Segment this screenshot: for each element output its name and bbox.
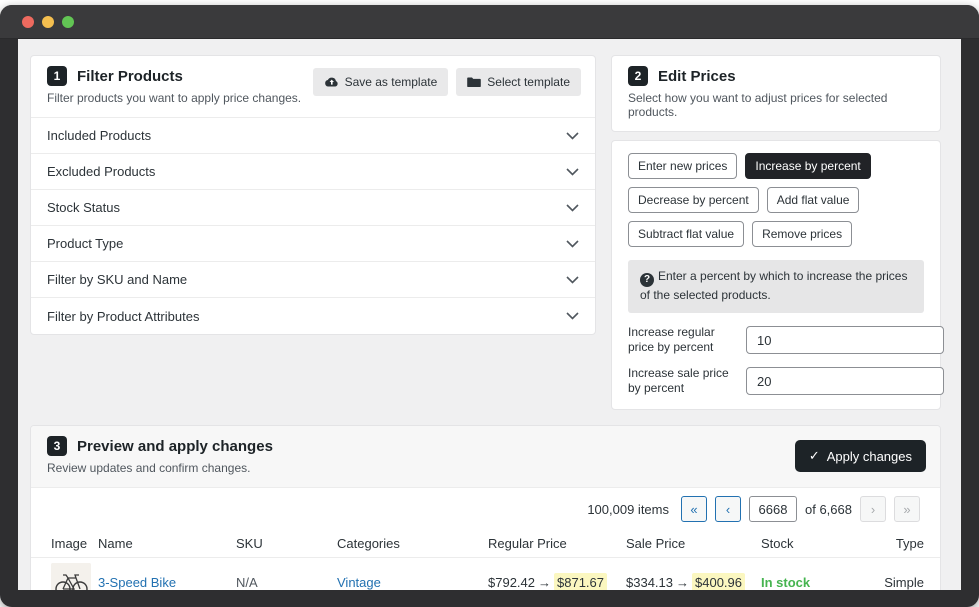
mode-decrease-by-percent[interactable]: Decrease by percent [628, 187, 759, 213]
close-window-button[interactable] [22, 15, 34, 28]
items-count: 100,009 items [587, 501, 669, 517]
accordion-stock-status[interactable]: Stock Status [31, 190, 595, 226]
minimize-window-button[interactable] [42, 15, 54, 28]
filter-products-description: Filter products you want to apply price … [47, 91, 302, 105]
step-3-badge: 3 [47, 436, 67, 457]
window-titlebar [0, 5, 979, 39]
mode-increase-by-percent[interactable]: Increase by percent [745, 153, 871, 179]
product-type: Simple [884, 575, 924, 590]
arrow-icon: → [676, 575, 689, 590]
product-name-link[interactable]: 3-Speed Bike [98, 575, 177, 590]
column-header-type: Type [895, 536, 924, 552]
table-body: 3-Speed Bike N/A Vintage $792.42 → $871.67… [31, 558, 940, 590]
chevron-down-icon [566, 127, 579, 145]
save-as-template-button[interactable]: Save as template [312, 68, 449, 96]
step-2-badge: 2 [628, 66, 648, 86]
mode-subtract-flat-value[interactable]: Subtract flat value [628, 221, 745, 247]
filter-accordion-list: Included Products Excluded Products Stoc… [31, 117, 595, 334]
last-page-button[interactable]: » [894, 496, 920, 523]
filter-products-panel: 1 Filter Products Filter products you wa… [30, 55, 596, 335]
edit-prices-description: Select how you want to adjust prices for… [628, 91, 888, 119]
edit-prices-title: Edit Prices [658, 67, 736, 85]
total-pages-label: of 6,668 [805, 501, 852, 517]
filter-products-title: Filter Products [77, 67, 183, 85]
product-image-bicycle [51, 562, 91, 590]
column-header-stock: Stock [761, 536, 794, 552]
page-content: 1 Filter Products Filter products you wa… [18, 39, 961, 590]
accordion-included-products[interactable]: Included Products [31, 118, 595, 154]
product-category-link[interactable]: Vintage [337, 575, 381, 590]
pagination: 100,009 items « ‹ of 6,668 › » [31, 488, 940, 530]
column-header-image: Image [51, 536, 88, 552]
chevron-down-icon [566, 163, 579, 181]
product-sku: N/A [236, 575, 258, 590]
price-mode-group: Enter new prices Increase by percent Dec… [628, 153, 924, 247]
preview-panel: 3 Preview and apply changes Review updat… [30, 425, 941, 590]
info-message: ? Enter a percent by which to increase th… [628, 260, 924, 313]
sale-price-percent-input[interactable] [746, 367, 944, 396]
step-1-badge: 1 [47, 66, 67, 86]
accordion-filter-attributes[interactable]: Filter by Product Attributes [31, 298, 595, 334]
stock-status: In stock [761, 575, 811, 590]
chevron-down-icon [566, 235, 579, 253]
check-icon: ✓ [808, 448, 820, 464]
save-as-template-label: Save as template [344, 75, 438, 89]
app-window: 1 Filter Products Filter products you wa… [0, 5, 979, 607]
sale-price-percent-label: Increase sale price by percent [628, 365, 729, 396]
table-header-row: Image Name SKU Categories Regular Price … [31, 530, 940, 559]
help-icon: ? [640, 273, 654, 288]
apply-changes-button[interactable]: ✓ Apply changes [794, 440, 926, 473]
accordion-product-type[interactable]: Product Type [31, 226, 595, 262]
chevron-down-icon [566, 307, 579, 325]
first-page-button[interactable]: « [681, 496, 707, 523]
regular-price-percent-label: Increase regular price by percent [628, 324, 715, 355]
sale-price-old: $334.13 [626, 575, 673, 590]
next-page-button[interactable]: › [860, 496, 886, 523]
edit-prices-header-card: 2 Edit Prices Select how you want to adj… [611, 55, 941, 132]
accordion-excluded-products[interactable]: Excluded Products [31, 154, 595, 190]
sale-price-change: $334.13 → $400.96 [626, 573, 761, 590]
column-header-regular-price: Regular Price [488, 536, 567, 552]
regular-price-change: $792.42 → $871.67 [488, 573, 626, 590]
folder-icon [467, 76, 482, 88]
apply-changes-label: Apply changes [826, 448, 912, 464]
preview-description: Review updates and confirm changes. [47, 461, 251, 476]
mode-enter-new-prices[interactable]: Enter new prices [628, 153, 738, 179]
chevron-down-icon [566, 271, 579, 289]
mode-remove-prices[interactable]: Remove prices [752, 221, 853, 247]
cloud-upload-icon [324, 76, 339, 88]
select-template-button[interactable]: Select template [456, 68, 581, 96]
accordion-filter-sku-name[interactable]: Filter by SKU and Name [31, 262, 595, 298]
maximize-window-button[interactable] [62, 15, 74, 28]
current-page-input[interactable] [749, 496, 797, 523]
select-template-label: Select template [487, 75, 570, 89]
column-header-categories: Categories [337, 536, 400, 552]
regular-price-percent-input[interactable] [746, 326, 944, 355]
preview-title: Preview and apply changes [77, 437, 273, 455]
sale-price-new: $400.96 [692, 573, 745, 590]
column-header-sku: SKU [236, 536, 263, 552]
regular-price-new: $871.67 [554, 573, 607, 590]
mode-add-flat-value[interactable]: Add flat value [766, 187, 860, 213]
chevron-down-icon [566, 199, 579, 217]
info-message-text: Enter a percent by which to increase the… [640, 269, 908, 303]
table-row: 3-Speed Bike N/A Vintage $792.42 → $871.67… [31, 558, 940, 590]
column-header-name: Name [98, 536, 133, 552]
arrow-icon: → [538, 575, 551, 590]
regular-price-old: $792.42 [488, 575, 535, 590]
edit-prices-controls-card: Enter new prices Increase by percent Dec… [611, 140, 944, 411]
column-header-sale-price: Sale Price [626, 536, 686, 552]
previous-page-button[interactable]: ‹ [715, 496, 741, 523]
